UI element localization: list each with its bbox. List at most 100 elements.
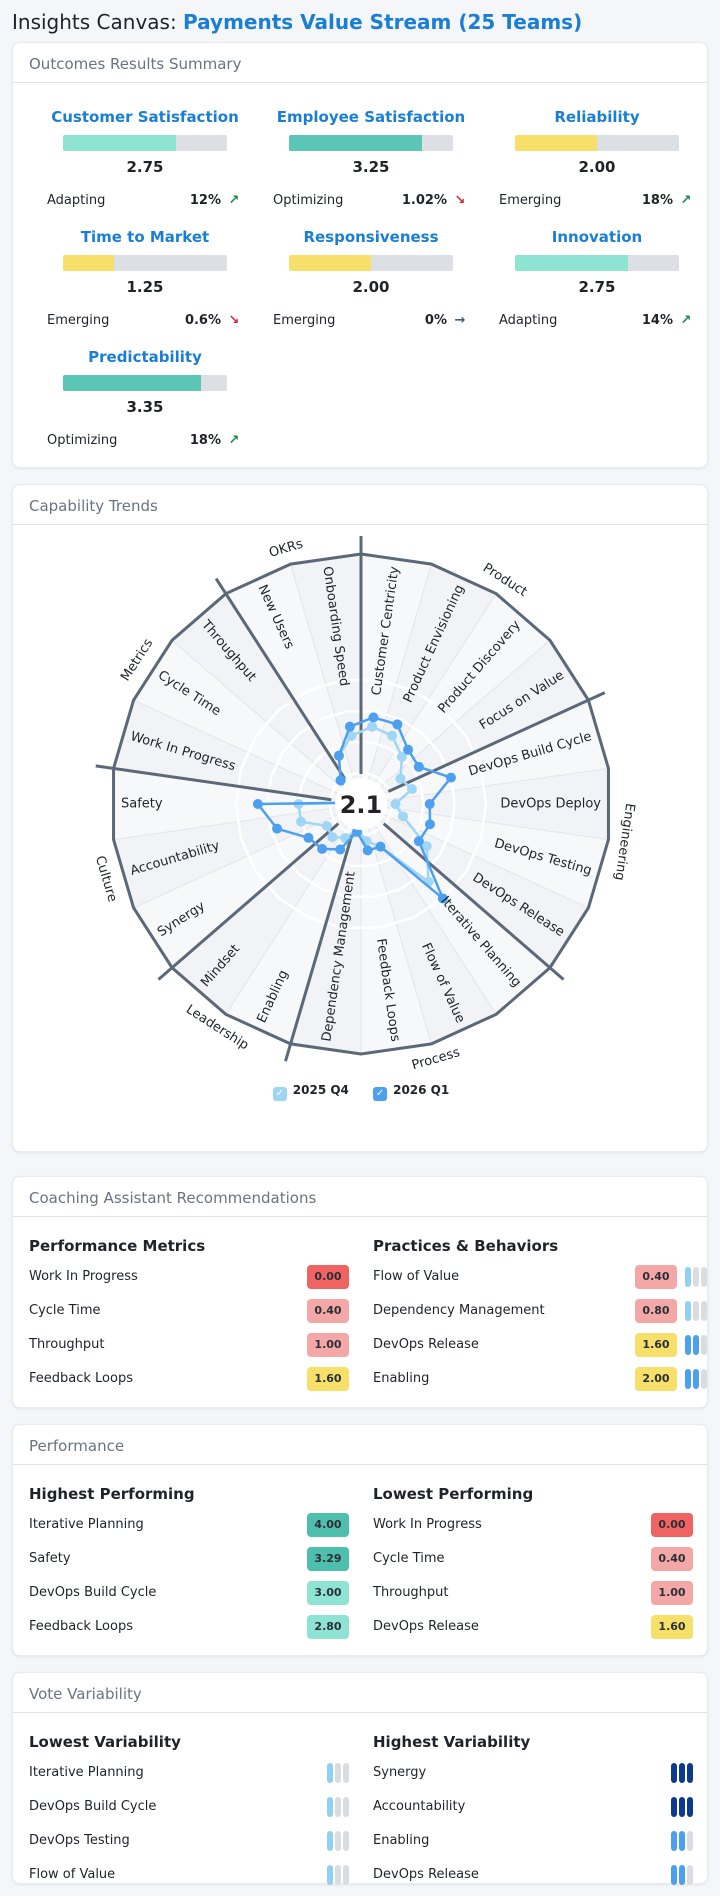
list-item-accountability[interactable]: Accountability xyxy=(373,1793,693,1821)
metric-reliability: Reliability 2.00 Emerging 18% ↗ xyxy=(497,107,697,211)
radar-point-2025-q4-devops-testing[interactable] xyxy=(397,811,408,822)
metric-score: 2.75 xyxy=(126,158,164,176)
list-item-flow-of-value[interactable]: Flow of Value 0.40 xyxy=(373,1263,707,1291)
radar-point-2026-q1-customer-centricity[interactable] xyxy=(368,712,379,723)
metric-title[interactable]: Innovation xyxy=(551,228,643,246)
list-item-devops-testing[interactable]: DevOps Testing xyxy=(29,1827,349,1855)
list-item-cycle-time[interactable]: Cycle Time 0.40 xyxy=(373,1545,693,1573)
list-item-devops-release[interactable]: DevOps Release 1.60 xyxy=(373,1331,707,1359)
radar-point-2026-q1-iterative-planning[interactable] xyxy=(437,893,448,904)
list-item-iterative-planning[interactable]: Iterative Planning 4.00 xyxy=(29,1511,349,1539)
radar-point-2025-q4-product-envisioning[interactable] xyxy=(387,730,398,741)
performance-metrics-title: Performance Metrics xyxy=(29,1237,206,1255)
list-item-devops-build-cycle[interactable]: DevOps Build Cycle xyxy=(29,1793,349,1821)
list-item-feedback-loops[interactable]: Feedback Loops 2.80 xyxy=(29,1613,349,1641)
radar-point-2026-q1-accountability[interactable] xyxy=(272,823,283,834)
metric-footer: Adapting 14% ↗ xyxy=(497,311,697,331)
variability-pill xyxy=(679,1763,685,1783)
variability-pill xyxy=(687,1831,693,1851)
change-percent-value: 12% xyxy=(189,193,221,208)
radar-point-2026-q1-devops-release[interactable] xyxy=(413,836,424,847)
metric-title[interactable]: Employee Satisfaction xyxy=(276,108,466,126)
list-item-synergy[interactable]: Synergy xyxy=(373,1759,693,1787)
metric-title[interactable]: Customer Satisfaction xyxy=(51,108,239,126)
score-chip: 0.40 xyxy=(307,1299,349,1323)
metric-title[interactable]: Responsiveness xyxy=(303,228,439,246)
change-percent: 18% ↗ xyxy=(642,193,695,208)
list-item-flow-of-value[interactable]: Flow of Value xyxy=(29,1861,349,1889)
variability-pill xyxy=(687,1763,693,1783)
variability-pill xyxy=(671,1865,677,1885)
radar-point-2026-q1-flow-of-value[interactable] xyxy=(375,841,386,852)
radar-point-2025-q4-accountability[interactable] xyxy=(296,816,307,827)
radar-point-2026-q1-product-discovery[interactable] xyxy=(403,744,414,755)
maturity-level: Emerging xyxy=(47,313,110,328)
legend-item-2025-q4[interactable]: ✓ 2025 Q4 xyxy=(272,1083,349,1101)
variability-pill xyxy=(685,1301,691,1321)
legend-label: 2025 Q4 xyxy=(292,1083,349,1097)
variability-indicator-icon xyxy=(671,1797,695,1817)
radar-point-2025-q4-devops-deploy[interactable] xyxy=(390,799,401,809)
list-item-devops-build-cycle[interactable]: DevOps Build Cycle 3.00 xyxy=(29,1579,349,1607)
radar-point-2026-q1-mindset[interactable] xyxy=(317,843,328,854)
metric-progress-fill xyxy=(515,255,629,271)
list-item-label: DevOps Release xyxy=(373,1619,479,1634)
list-item-label: Enabling xyxy=(373,1833,430,1848)
checkbox-icon: ✓ xyxy=(373,1087,388,1101)
list-item-throughput[interactable]: Throughput 1.00 xyxy=(29,1331,349,1359)
radar-point-2025-q4-focus-on-value[interactable] xyxy=(395,773,406,784)
score-chip: 1.00 xyxy=(651,1581,693,1605)
trend-up-icon: ↗ xyxy=(680,193,692,208)
radar-point-2025-q4-devops-release[interactable] xyxy=(421,841,432,852)
list-item-enabling[interactable]: Enabling 2.00 xyxy=(373,1365,707,1393)
radar-grid-ring xyxy=(234,679,488,929)
radar-point-2026-q1-feedback-loops[interactable] xyxy=(362,845,373,856)
list-item-enabling[interactable]: Enabling xyxy=(373,1827,693,1855)
group-divider-culture xyxy=(157,822,340,981)
radar-point-2026-q1-devops-deploy[interactable] xyxy=(424,799,435,809)
list-item-devops-release[interactable]: DevOps Release xyxy=(373,1861,693,1889)
radar-point-2026-q1-devops-build-cycle[interactable] xyxy=(445,772,456,783)
radar-point-2026-q1-new-users[interactable] xyxy=(333,750,344,761)
radar-point-2026-q1-product-envisioning[interactable] xyxy=(392,719,403,730)
list-item-devops-release[interactable]: DevOps Release 1.60 xyxy=(373,1613,693,1641)
radar-point-2025-q4-customer-centricity[interactable] xyxy=(367,721,378,732)
vote-variability-header: Vote Variability xyxy=(13,1673,707,1713)
metric-title[interactable]: Reliability xyxy=(554,108,640,126)
list-item-feedback-loops[interactable]: Feedback Loops 1.60 xyxy=(29,1365,349,1393)
metric-progress-fill xyxy=(289,255,371,271)
variability-pill xyxy=(679,1831,685,1851)
metric-employee-satisfaction: Employee Satisfaction 3.25 Optimizing 1.02%… xyxy=(271,107,471,211)
list-item-work-in-progress[interactable]: Work In Progress 0.00 xyxy=(373,1511,693,1539)
group-label-engineering: Engineering xyxy=(611,802,637,881)
radar-point-2026-q1-enabling[interactable] xyxy=(335,844,346,855)
legend-item-2026-q1[interactable]: ✓ 2026 Q1 xyxy=(373,1083,449,1101)
radar-point-2026-q1-safety[interactable] xyxy=(252,799,263,809)
radar-point-2026-q1-devops-testing[interactable] xyxy=(424,819,435,830)
metric-score: 2.00 xyxy=(578,158,616,176)
radar-point-2026-q1-throughput[interactable] xyxy=(335,775,346,786)
variability-indicator-icon xyxy=(685,1267,709,1287)
radar-point-2026-q1-focus-on-value[interactable] xyxy=(413,761,424,772)
radar-point-2025-q4-synergy[interactable] xyxy=(321,820,332,831)
metric-footer: Emerging 0.6% ↘ xyxy=(45,311,245,331)
radar-point-2026-q1-onboarding-speed[interactable] xyxy=(344,721,355,732)
list-item-cycle-time[interactable]: Cycle Time 0.40 xyxy=(29,1297,349,1325)
group-divider-metrics xyxy=(95,764,332,802)
radar-point-2026-q1-synergy[interactable] xyxy=(303,832,314,843)
change-percent-value: 18% xyxy=(641,193,673,208)
maturity-level: Optimizing xyxy=(47,433,118,448)
metric-progress-fill xyxy=(63,255,114,271)
list-item-work-in-progress[interactable]: Work In Progress 0.00 xyxy=(29,1263,349,1291)
radar-point-2025-q4-devops-build-cycle[interactable] xyxy=(406,784,417,795)
variability-pill xyxy=(679,1865,685,1885)
list-item-dependency-management[interactable]: Dependency Management 0.80 xyxy=(373,1297,707,1325)
radar-point-2025-q4-product-discovery[interactable] xyxy=(396,751,407,762)
list-item-iterative-planning[interactable]: Iterative Planning xyxy=(29,1759,349,1787)
metric-title[interactable]: Time to Market xyxy=(80,228,210,246)
metric-title[interactable]: Predictability xyxy=(88,348,202,366)
radar-point-2025-q4-onboarding-speed[interactable] xyxy=(346,730,357,741)
list-item-safety[interactable]: Safety 3.29 xyxy=(29,1545,349,1573)
radar-point-2025-q4-mindset[interactable] xyxy=(327,832,338,843)
list-item-throughput[interactable]: Throughput 1.00 xyxy=(373,1579,693,1607)
